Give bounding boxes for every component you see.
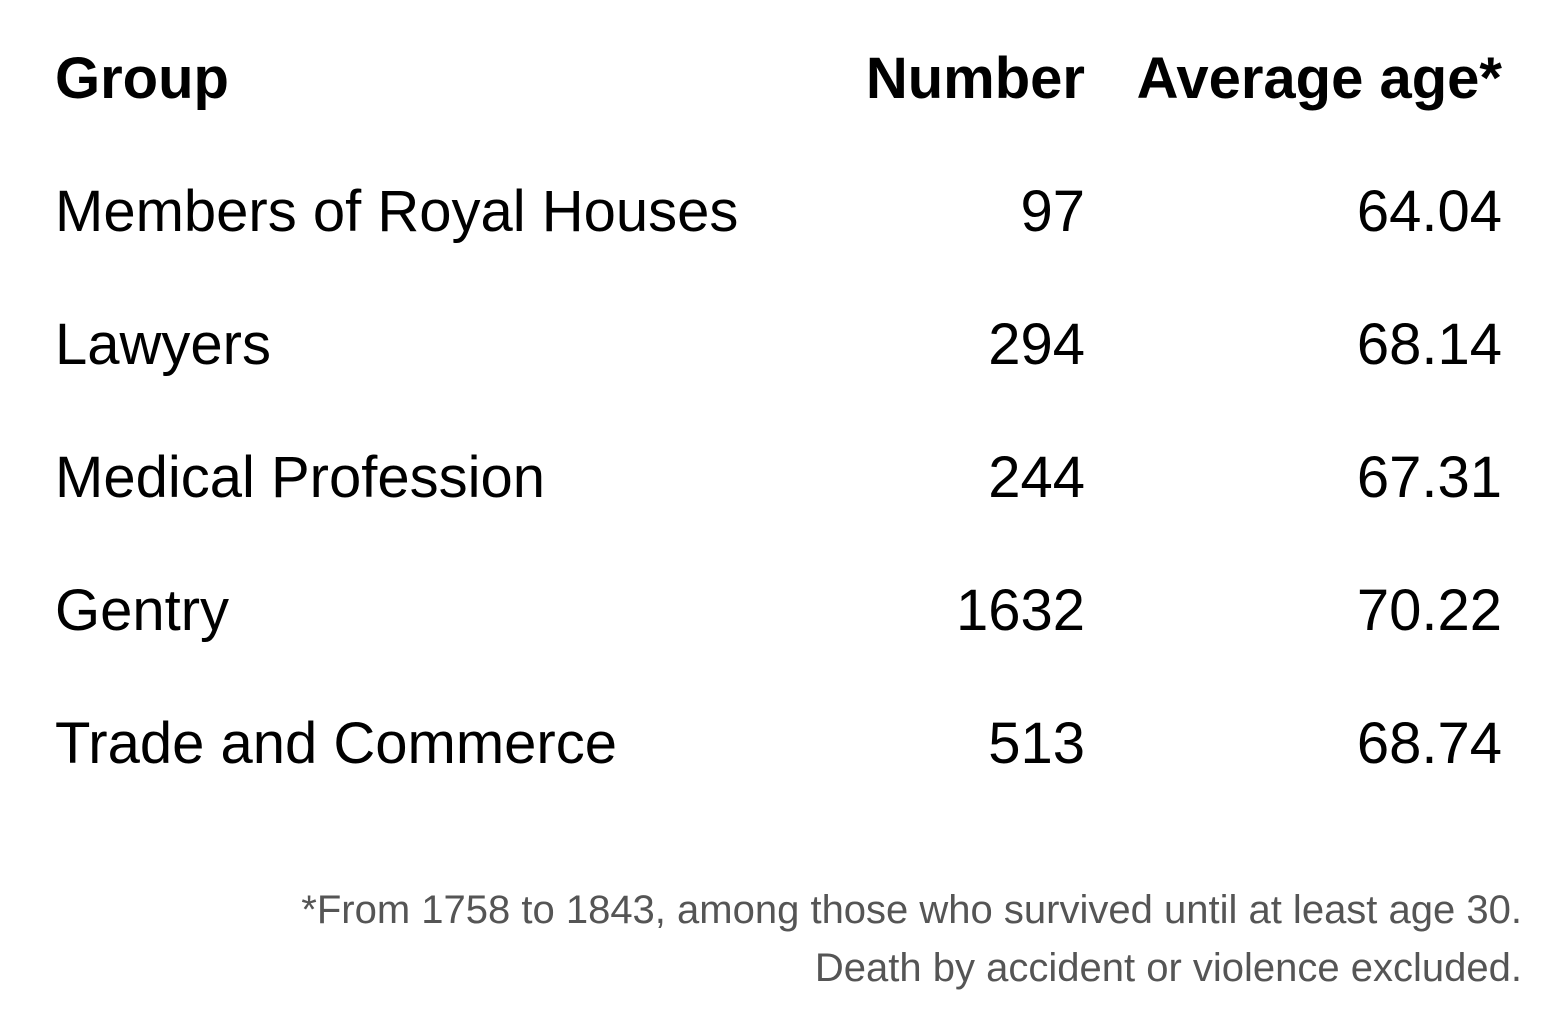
group-cell: Gentry xyxy=(55,578,230,643)
group-cell: Trade and Commerce xyxy=(55,711,617,776)
group-cell: Lawyers xyxy=(55,312,271,377)
group-cell: Members of Royal Houses xyxy=(55,179,739,244)
age-cell: 64.04 xyxy=(1356,179,1502,244)
age-cell: 68.74 xyxy=(1356,711,1502,776)
header-cell: Number xyxy=(865,46,1085,111)
age-cell: 67.31 xyxy=(1356,445,1502,510)
footnote-line: Death by accident or violence excluded. xyxy=(814,946,1522,990)
number-cell: 513 xyxy=(988,711,1085,776)
number-cell: 1632 xyxy=(955,578,1085,643)
age-cell: 70.22 xyxy=(1356,578,1502,643)
age-cell: 68.14 xyxy=(1356,312,1502,377)
header-cell: Average age* xyxy=(1136,46,1502,111)
number-cell: 97 xyxy=(1020,179,1085,244)
footnote-line: *From 1758 to 1843, among those who surv… xyxy=(301,888,1522,932)
header-cell: Group xyxy=(55,46,229,111)
group-cell: Medical Profession xyxy=(55,445,545,510)
number-cell: 244 xyxy=(988,445,1085,510)
number-cell: 294 xyxy=(988,312,1085,377)
